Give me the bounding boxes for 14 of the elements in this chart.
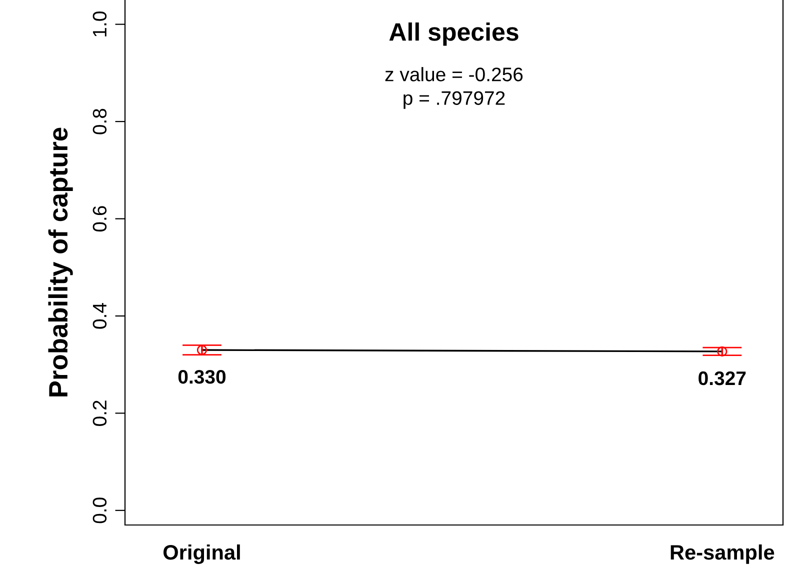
y-tick-label: 1.0 [92,12,107,36]
y-tick-label: 0.0 [92,498,107,524]
y-axis-title: Probability of capture [48,128,73,396]
text: All species [389,22,518,46]
annotation: z value = -0.256 [385,67,523,82]
data-label: 0.327 [698,371,746,386]
y-tick-label: 0.2 [92,400,107,426]
y-tick-label: 0.8 [92,108,107,134]
data-label: 0.330 [178,370,226,384]
annotation: p = .797972 [404,91,505,109]
y-tick-label: 0.6 [92,206,107,232]
x-tick-label: Re-sample [670,544,774,564]
y-tick-label: 0.4 [92,303,107,329]
x-tick-label: Original [163,544,240,564]
